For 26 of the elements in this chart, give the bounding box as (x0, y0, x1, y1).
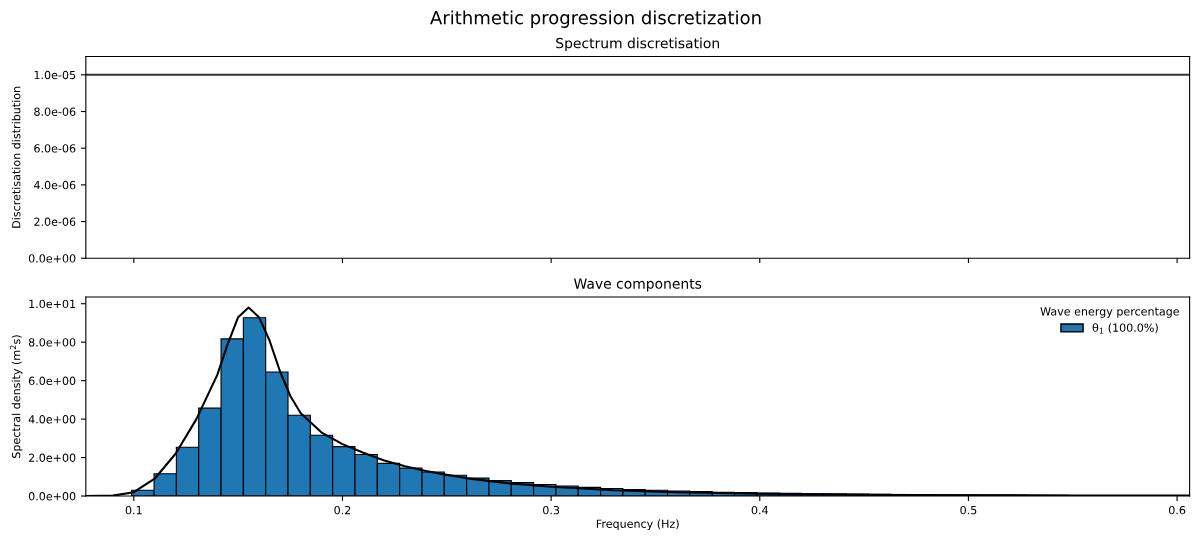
x-tick-label: 0.6 (1168, 505, 1186, 515)
chart-subtitle: Spectrum discretisation (556, 37, 719, 52)
chart-title: Arithmetic progression discretization (430, 10, 761, 28)
y-tick-label: 1.0e-05 (34, 70, 76, 80)
y-tick-label: 1.0e+01 (29, 299, 76, 309)
x-tick-label: 0.2 (334, 505, 351, 515)
y-tick-label: 8.0e+00 (28, 338, 76, 347)
y-tick-label: 2.0e-06 (34, 217, 76, 226)
legend-label: θ$_{1}$ (100.0%) (1092, 323, 1158, 334)
y-axis-title: Spectral density (m$^{2}$s) (10, 335, 23, 458)
x-tick-label: 0.1 (125, 505, 142, 515)
y-tick-label: 6.0e+00 (28, 376, 76, 386)
x-tick-label: 0.3 (543, 505, 560, 515)
y-tick-label: 2.0e+00 (28, 453, 76, 462)
chart-title: Wave components (574, 278, 702, 292)
x-tick-label: 0.5 (960, 505, 977, 515)
y-tick-label: 8.0e-06 (34, 107, 76, 116)
y-tick-label: 4.0e-06 (33, 180, 76, 190)
y-tick-label: 0.0e+00 (28, 254, 76, 263)
legend-title: Wave energy percentage (1040, 307, 1180, 318)
y-tick-label: 6.0e-06 (34, 144, 76, 153)
y-tick-label: 4.0e+00 (28, 415, 76, 424)
y-axis-title: Discretisation distribution (11, 86, 21, 228)
x-tick-label: 0.4 (751, 505, 768, 515)
x-axis-title: Frequency (Hz) (596, 519, 679, 531)
y-tick-label: 0.0e+00 (28, 492, 76, 501)
